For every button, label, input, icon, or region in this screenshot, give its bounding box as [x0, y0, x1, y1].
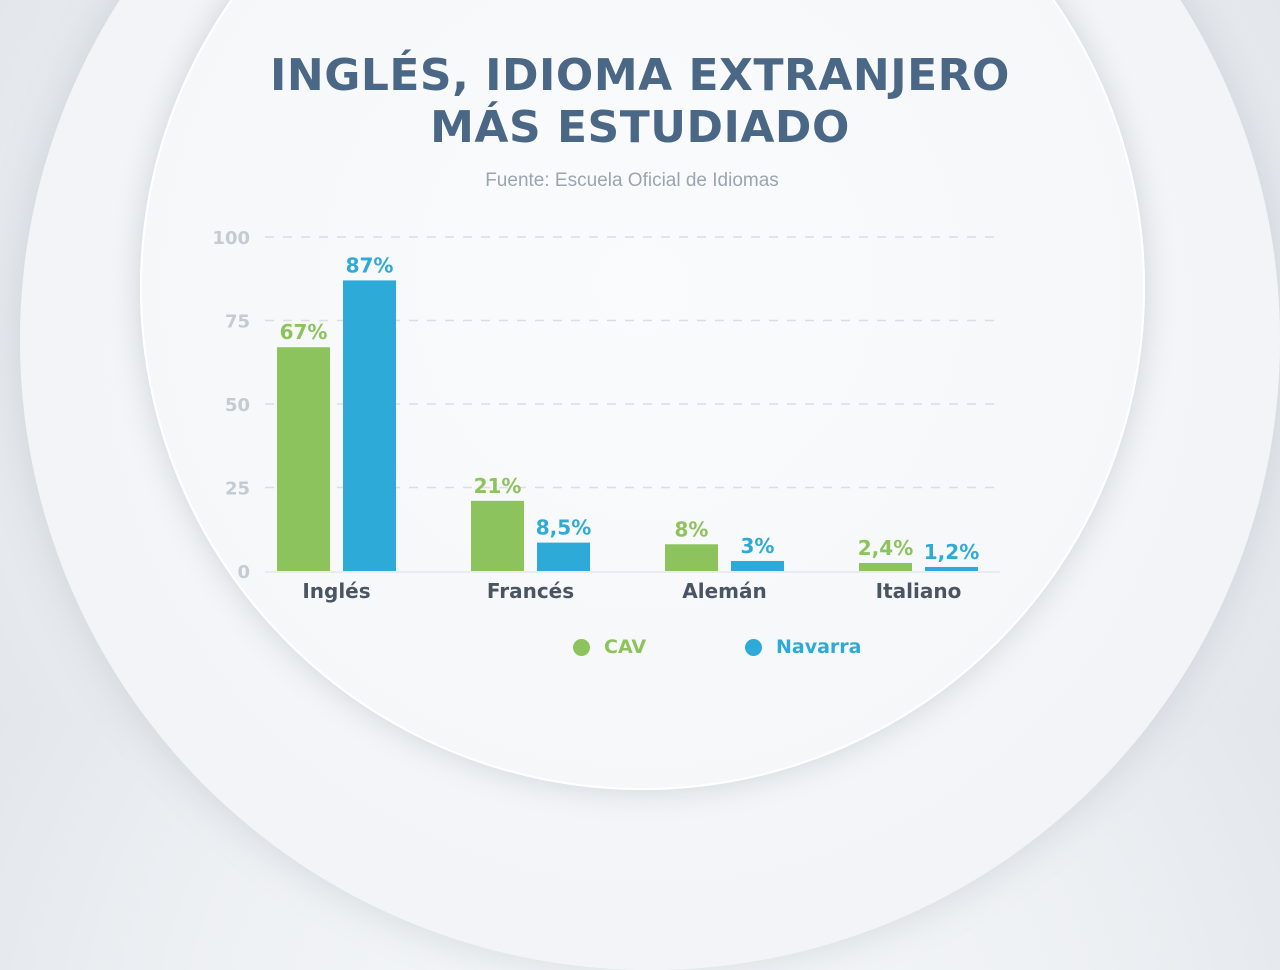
y-tick-label: 75: [225, 312, 250, 333]
x-category-label: Francés: [487, 579, 574, 603]
y-tick-label: 0: [237, 562, 250, 583]
bar: [859, 562, 912, 571]
data-label: 2,4%: [858, 536, 913, 560]
bar: [925, 566, 978, 571]
bar: [277, 347, 330, 571]
bar-chart: 0 25 50 75 100 67% 87% Inglés 21% 8,5% Francés 8% 3%…: [212, 228, 1000, 603]
bar: [665, 544, 718, 571]
x-category-label: Inglés: [302, 579, 370, 603]
x-category-label: Alemán: [682, 579, 766, 603]
data-label: 3%: [741, 534, 775, 558]
y-tick-label: 25: [225, 479, 250, 500]
legend-item-navarra: Navarra: [745, 636, 862, 658]
y-tick-label: 100: [212, 228, 250, 249]
legend-label-cav: CAV: [604, 636, 647, 658]
bar: [537, 542, 590, 571]
x-category-label: Italiano: [876, 579, 962, 603]
data-label: 8,5%: [536, 516, 591, 540]
chart-title: INGLÉS, IDIOMA EXTRANJERO MÁS ESTUDIADO: [0, 50, 1280, 154]
bar: [471, 500, 524, 571]
legend-swatch-navarra: [745, 638, 762, 656]
chart-title-line-2: MÁS ESTUDIADO: [430, 102, 850, 153]
data-label: 87%: [346, 253, 394, 277]
data-label: 21%: [474, 474, 522, 498]
bar: [731, 560, 784, 571]
legend-label-navarra: Navarra: [776, 636, 862, 658]
chart-source: Fuente: Escuela Oficial de Idiomas: [485, 170, 779, 191]
y-tick-label: 50: [225, 395, 250, 416]
legend-swatch-cav: [573, 638, 590, 656]
legend-item-cav: CAV: [573, 636, 646, 658]
data-label: 67%: [280, 320, 328, 344]
chart-title-line-1: INGLÉS, IDIOMA EXTRANJERO: [270, 50, 1010, 101]
data-label: 1,2%: [924, 540, 979, 564]
bar: [343, 280, 396, 571]
data-label: 8%: [675, 517, 709, 541]
